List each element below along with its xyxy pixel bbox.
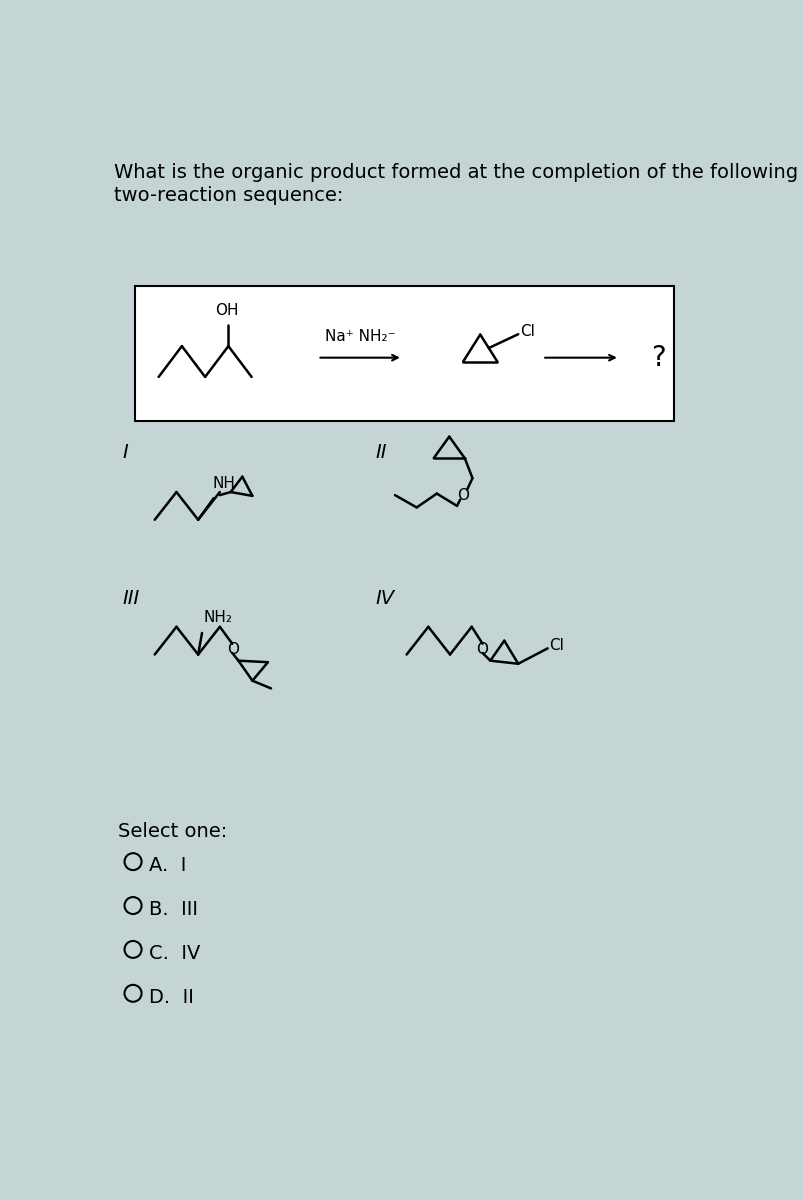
Text: O: O [476, 642, 488, 658]
Text: Cl: Cl [548, 637, 564, 653]
Bar [135, 287, 673, 421]
Text: NH₂: NH₂ [203, 611, 232, 625]
Text: II: II [375, 443, 386, 462]
Text: IV: IV [375, 589, 394, 607]
Text: ?: ? [650, 343, 665, 372]
Text: OH: OH [215, 304, 238, 318]
Text: III: III [122, 589, 139, 607]
Text: O: O [226, 642, 238, 658]
Text: A.  I: A. I [149, 857, 185, 875]
Bar [128, 421, 677, 895]
Text: Cl: Cl [519, 324, 534, 340]
Text: What is the organic product formed at the completion of the following: What is the organic product formed at th… [114, 163, 797, 182]
Text: Na⁺ NH₂⁻: Na⁺ NH₂⁻ [324, 329, 395, 344]
Text: two-reaction sequence:: two-reaction sequence: [114, 186, 344, 205]
Text: C.  IV: C. IV [149, 944, 200, 964]
Text: Select one:: Select one: [117, 822, 226, 840]
Text: D.  II: D. II [149, 988, 194, 1007]
Text: I: I [122, 443, 128, 462]
Text: B.  III: B. III [149, 900, 198, 919]
Text: O: O [457, 488, 469, 503]
Text: NH: NH [212, 475, 234, 491]
